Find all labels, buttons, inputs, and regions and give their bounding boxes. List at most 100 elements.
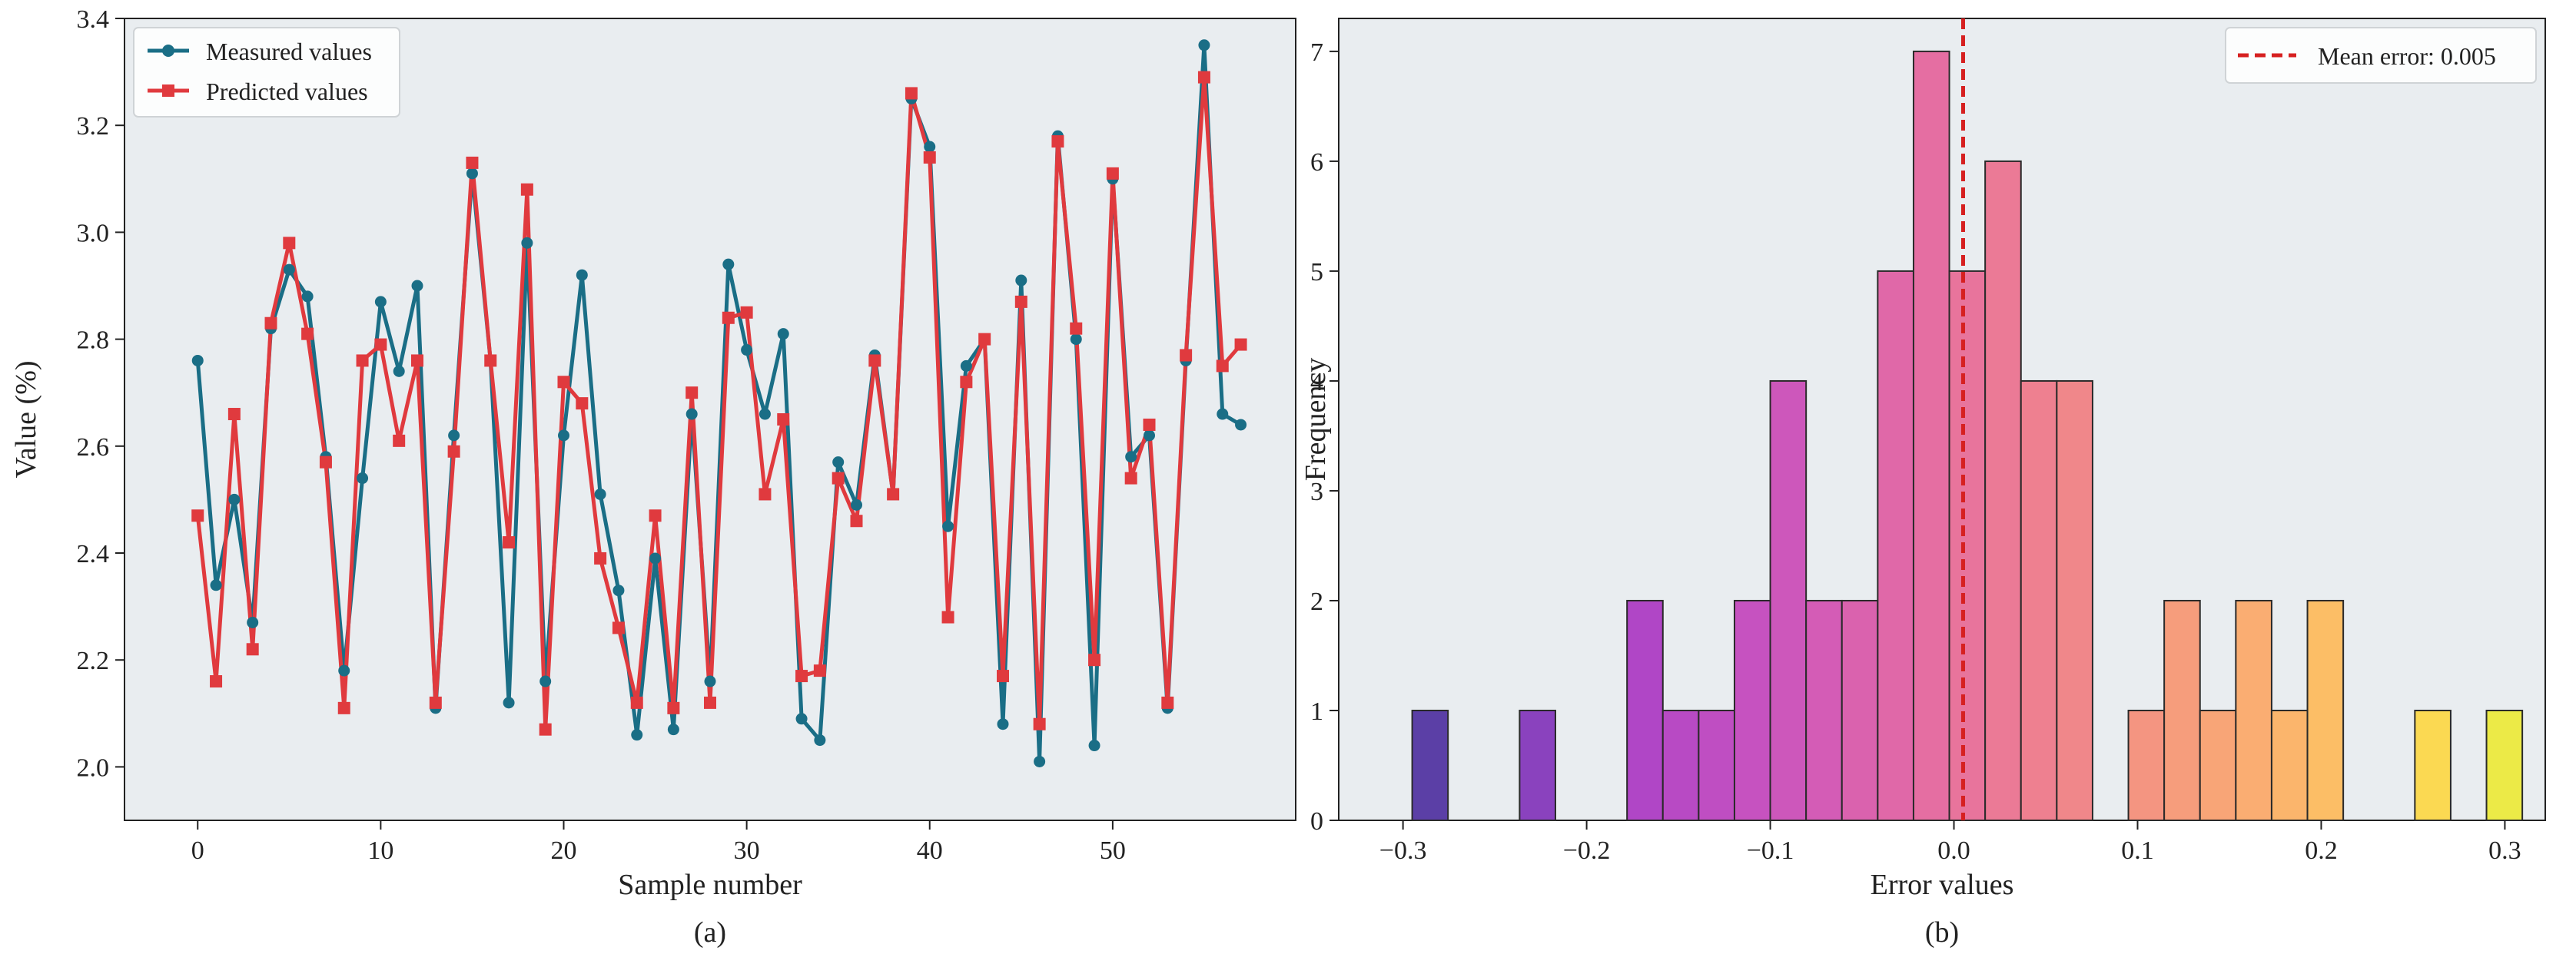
- hist-bar-18: [2056, 379, 2093, 821]
- point-predicted-1: [210, 675, 223, 688]
- point-predicted-20: [557, 376, 570, 389]
- point-predicted-52: [1143, 418, 1156, 431]
- hist-bar-12: [1841, 599, 1879, 821]
- point-measured-36: [851, 499, 862, 511]
- point-predicted-17: [503, 536, 516, 549]
- point-measured-49: [1088, 740, 1100, 752]
- point-predicted-27: [685, 386, 699, 399]
- point-predicted-16: [484, 354, 497, 367]
- point-predicted-23: [612, 621, 625, 634]
- point-predicted-30: [740, 306, 753, 319]
- point-measured-20: [558, 429, 569, 442]
- point-predicted-39: [905, 87, 918, 100]
- panel-a-series: [191, 39, 1247, 767]
- point-predicted-29: [722, 311, 735, 324]
- panel-b: −0.3 −0.2 −0.1 0.0 0.1 0.2 0.3 0 1 2 3 4 5 6 7 Error v…: [1300, 18, 2546, 949]
- hist-bar-23: [2235, 599, 2272, 821]
- legend-entry-predicted: Predicted values: [148, 78, 368, 105]
- point-predicted-57: [1234, 338, 1247, 351]
- point-measured-15: [466, 167, 478, 180]
- point-predicted-13: [429, 696, 442, 709]
- point-predicted-21: [576, 397, 589, 410]
- point-measured-55: [1198, 39, 1210, 51]
- a-ytick-label-5: 3.0: [77, 219, 110, 247]
- point-predicted-3: [246, 643, 259, 656]
- panel-b-caption: (b): [1925, 916, 1959, 949]
- panel-b-xlabel: Error values: [1871, 869, 2014, 901]
- point-measured-31: [759, 408, 771, 420]
- point-predicted-41: [941, 611, 954, 624]
- a-ytick-label-2: 2.4: [77, 540, 110, 568]
- point-measured-12: [411, 280, 423, 292]
- point-predicted-42: [960, 376, 973, 389]
- hist-bar-6: [1626, 599, 1664, 821]
- hist-bar-7: [1661, 709, 1700, 822]
- point-predicted-34: [813, 664, 826, 677]
- hist-bar-17: [2020, 379, 2058, 821]
- point-predicted-24: [630, 696, 643, 709]
- point-measured-51: [1125, 451, 1137, 463]
- panel-a-xlabel: Sample number: [618, 869, 802, 901]
- a-xtick-label-50: 50: [1100, 836, 1126, 865]
- hist-bar-13: [1877, 270, 1914, 821]
- point-predicted-37: [868, 354, 881, 367]
- point-measured-57: [1235, 419, 1247, 431]
- legend-frame-b: [2225, 27, 2537, 84]
- legend-entry-measured: Measured values: [148, 38, 372, 65]
- a-ytick-label-7: 3.4: [77, 5, 110, 34]
- hist-bar-21: [2163, 599, 2201, 821]
- b-xtick-label-1: −0.2: [1563, 836, 1611, 865]
- point-measured-1: [210, 579, 222, 591]
- a-ytick-label-0: 2.0: [77, 754, 110, 782]
- point-predicted-7: [319, 455, 332, 469]
- point-predicted-18: [520, 183, 533, 196]
- point-measured-14: [448, 429, 460, 442]
- point-predicted-54: [1180, 349, 1193, 362]
- point-measured-32: [777, 328, 789, 340]
- b-xtick-label-6: 0.3: [2488, 836, 2521, 865]
- panel-a-caption: (a): [694, 916, 726, 949]
- point-measured-3: [247, 616, 259, 628]
- point-measured-26: [667, 724, 679, 736]
- point-predicted-56: [1216, 359, 1229, 373]
- hist-bar-8: [1698, 709, 1735, 822]
- point-measured-24: [631, 729, 643, 741]
- point-measured-41: [942, 520, 954, 532]
- b-ytick-label-4: 4: [1310, 368, 1323, 396]
- point-measured-6: [301, 290, 314, 303]
- point-measured-29: [722, 258, 735, 270]
- point-predicted-38: [887, 488, 900, 501]
- point-measured-28: [704, 675, 716, 687]
- point-measured-48: [1070, 333, 1082, 346]
- panel-a-axes: 0 10 20 30 40 50 2.0 2.2 2.4 2.6 2.8 3.0 3.2 3.4: [77, 5, 1126, 865]
- legend-label-measured: Measured values: [206, 38, 372, 65]
- point-predicted-10: [374, 338, 387, 351]
- hist-bar-11: [1805, 599, 1843, 821]
- series-line-predicted: [195, 75, 1243, 732]
- legend-marker-predicted: [162, 84, 174, 97]
- hist-bar-25: [2306, 599, 2345, 821]
- point-predicted-35: [832, 472, 845, 485]
- b-xtick-label-2: −0.1: [1747, 836, 1794, 865]
- point-measured-9: [357, 472, 369, 485]
- point-predicted-12: [411, 354, 423, 367]
- hist-bar-20: [2127, 709, 2166, 822]
- point-predicted-5: [283, 237, 296, 250]
- point-predicted-22: [594, 552, 607, 565]
- b-ytick-label-7: 7: [1310, 38, 1323, 67]
- point-measured-22: [594, 488, 606, 500]
- point-measured-45: [1015, 274, 1027, 287]
- b-xtick-label-5: 0.2: [2305, 836, 2338, 865]
- point-predicted-49: [1088, 654, 1101, 667]
- point-measured-19: [539, 675, 552, 687]
- point-predicted-43: [978, 333, 991, 346]
- point-measured-8: [338, 664, 350, 677]
- point-predicted-40: [923, 151, 936, 164]
- legend-frame: [133, 27, 400, 118]
- point-measured-23: [612, 585, 625, 597]
- point-predicted-4: [264, 316, 277, 330]
- hist-bar-24: [2270, 709, 2309, 822]
- point-predicted-46: [1033, 717, 1046, 730]
- point-predicted-50: [1106, 167, 1119, 180]
- b-ytick-label-1: 1: [1310, 697, 1323, 726]
